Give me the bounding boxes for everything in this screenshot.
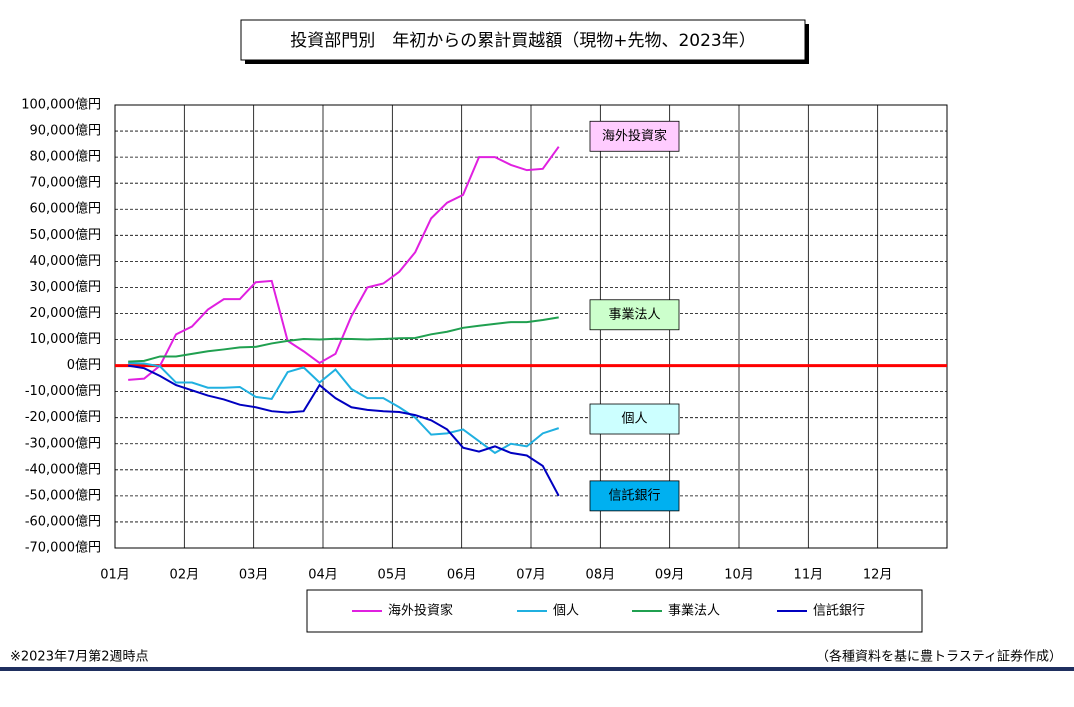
x-tick-label: 08月 [586,568,616,583]
series-line [128,316,559,363]
y-tick-label: 20,000億円 [30,305,102,321]
y-tick-label: -50,000億円 [25,487,101,503]
series-line [128,361,560,455]
y-tick-label: -20,000億円 [25,409,101,425]
y-tick-label: 50,000億円 [30,227,102,243]
y-tick-label: 10,000億円 [30,331,102,347]
legend-label: 海外投資家 [388,603,453,619]
x-tick-label: 07月 [516,568,546,583]
footer-bar [0,667,1074,671]
y-tick-label: 90,000億円 [30,123,102,139]
x-tick-label: 06月 [447,568,477,583]
x-tick-label: 11月 [794,568,824,583]
annotation-label: 個人 [621,412,647,427]
title-box [240,19,806,61]
annotation-box [589,480,680,512]
annotation-label: 事業法人 [608,306,660,322]
annotation-label: 信託銀行 [608,487,660,503]
annotation-box [589,120,680,152]
y-tick-label: 40,000億円 [30,253,102,269]
series-line [128,146,560,381]
x-tick-label: 05月 [378,568,408,583]
legend-label: 事業法人 [668,603,720,619]
x-tick-label: 01月 [100,568,130,583]
source: （各種資料を基に豊トラスティ証券作成） [816,649,1062,665]
y-tick-label: 70,000億円 [30,175,102,191]
y-tick-label: 0億円 [67,357,101,373]
legend-label: 信託銀行 [813,603,865,619]
x-tick-label: 02月 [170,568,200,583]
chart-title: 投資部門別 年初からの累計買越額（現物+先物、2023年） [290,31,756,51]
y-tick-label: 30,000億円 [30,279,102,295]
legend-label: 個人 [553,604,579,619]
y-tick-label: -70,000億円 [25,540,101,556]
x-tick-label: 04月 [308,568,338,583]
x-tick-label: 03月 [239,568,269,583]
y-tick-label: 60,000億円 [30,201,102,217]
x-tick-label: 12月 [863,568,893,583]
annotation-label: 海外投資家 [602,128,667,144]
note: ※2023年7月第2週時点 [10,650,149,665]
x-tick-label: 10月 [724,568,754,583]
y-tick-label: -10,000億円 [25,383,101,399]
annotation-box [589,403,680,435]
legend-box [306,589,923,633]
y-tick-label: -30,000億円 [25,435,101,451]
x-tick-label: 09月 [655,568,685,583]
y-tick-label: 100,000億円 [21,97,101,113]
y-tick-label: 80,000億円 [30,149,102,165]
annotation-box [589,299,680,331]
y-tick-label: -40,000億円 [25,461,101,477]
y-tick-label: -60,000億円 [25,513,101,529]
series-line [128,364,560,497]
